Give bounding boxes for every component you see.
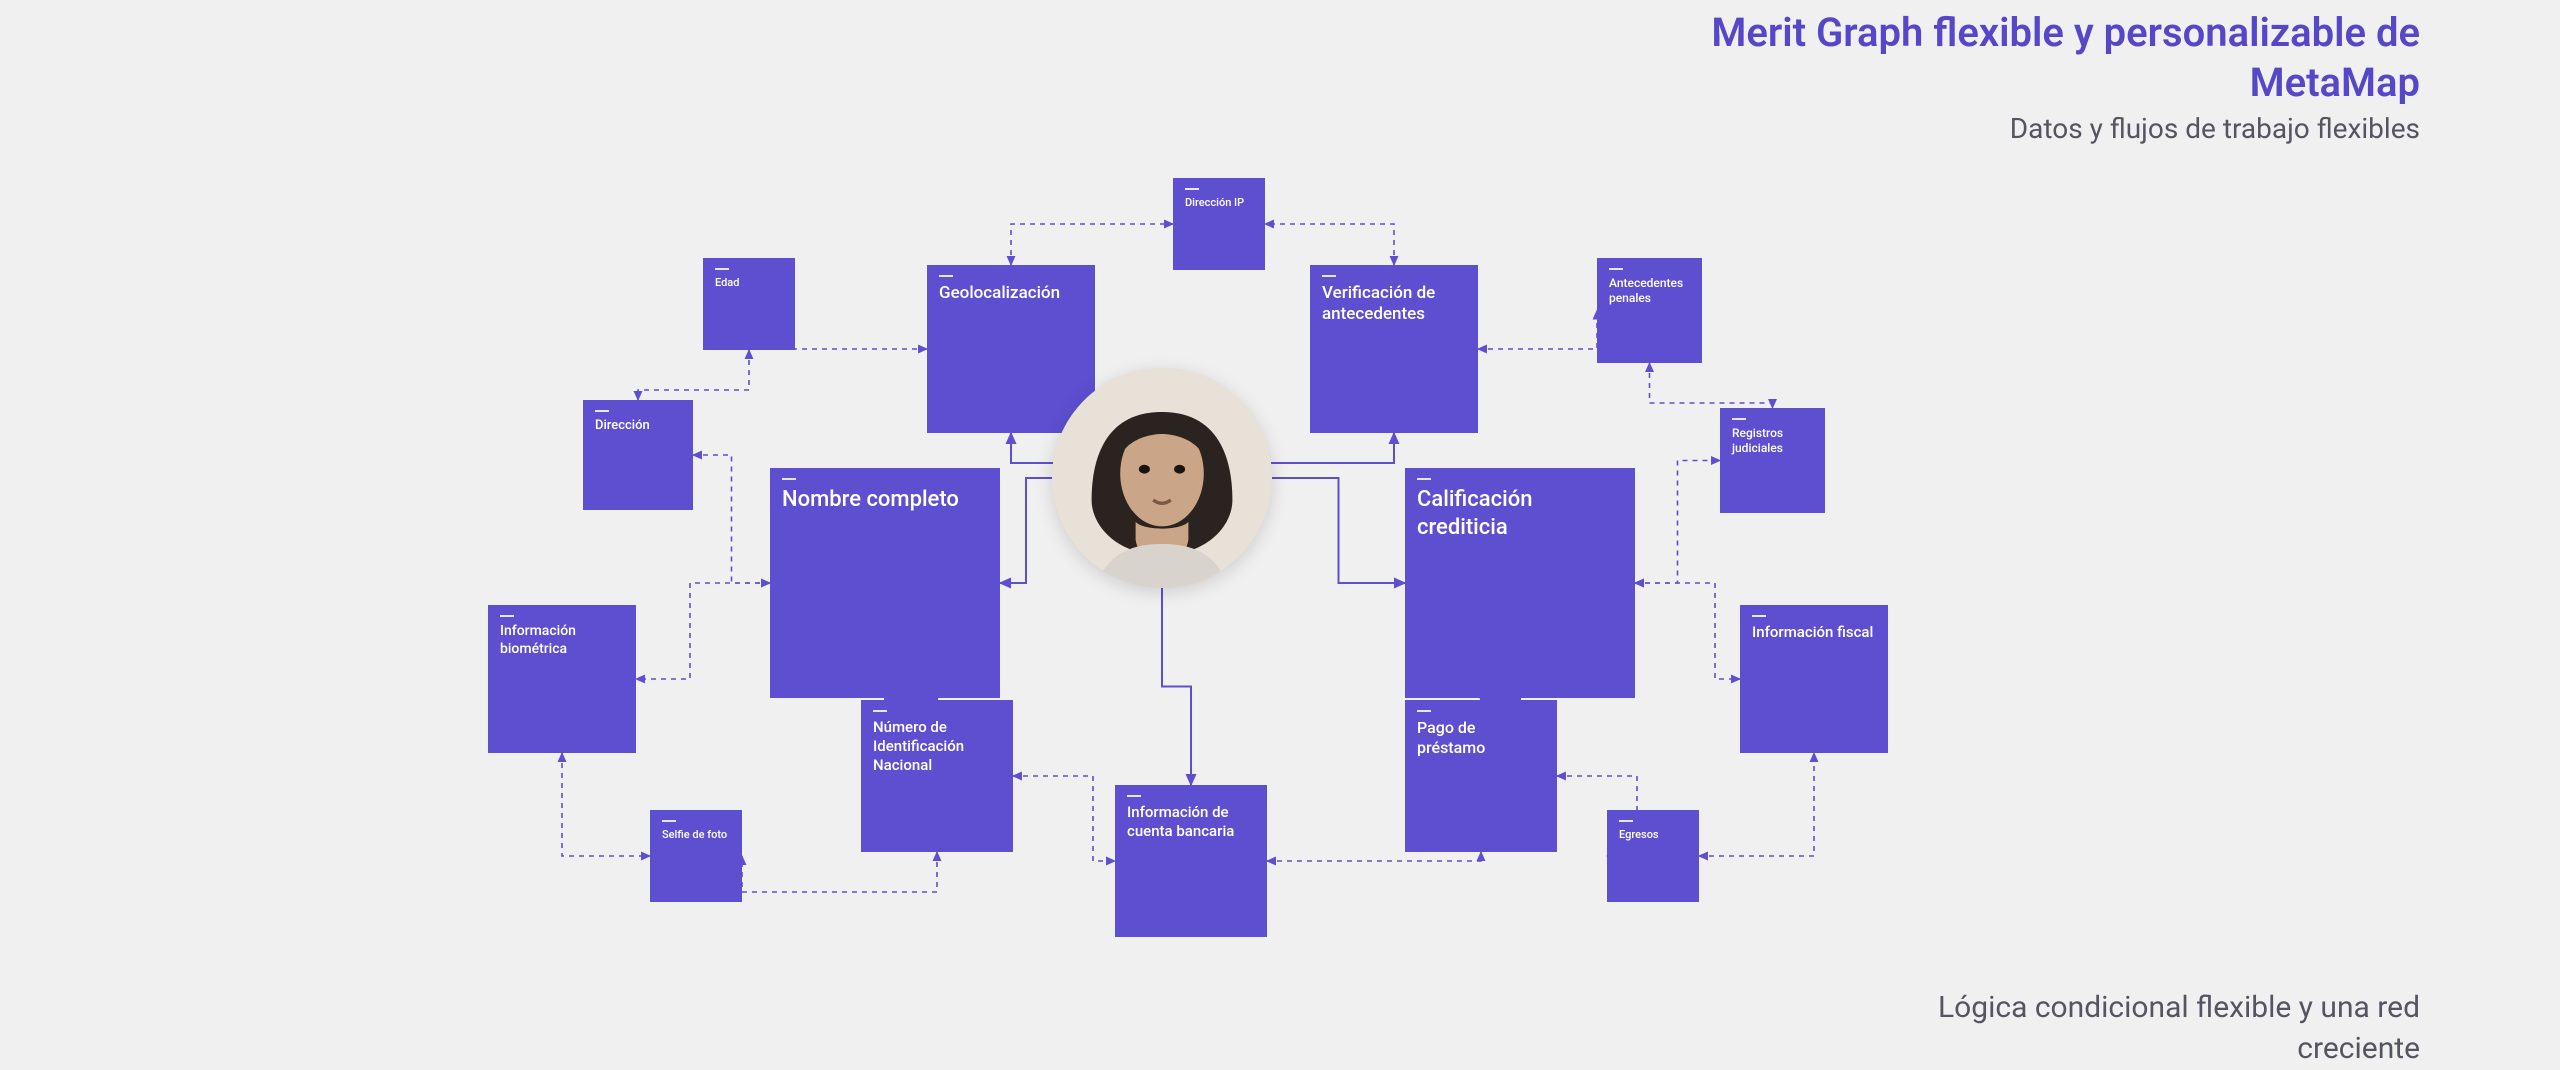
node-label: Dirección IP xyxy=(1185,196,1244,209)
node-nin: Número de Identificación Nacional xyxy=(861,700,1013,852)
avatar xyxy=(1052,368,1272,588)
node-dash xyxy=(782,478,796,480)
node-dash xyxy=(1732,418,1746,420)
node-dash xyxy=(1185,188,1199,190)
node-calificacion: Calificación crediticia xyxy=(1405,468,1635,698)
node-dash xyxy=(873,710,887,712)
node-label: Dirección xyxy=(595,418,650,433)
node-label: Geolocalización xyxy=(939,283,1060,303)
node-direccion: Dirección xyxy=(583,400,693,510)
node-geoloc: Geolocalización xyxy=(927,265,1095,433)
node-label: Calificación crediticia xyxy=(1417,487,1532,540)
node-label: Edad xyxy=(715,276,739,289)
node-dash xyxy=(1417,710,1431,712)
subhead: Datos y flujos de trabajo flexibles xyxy=(2010,112,2420,145)
node-fiscal: Información fiscal xyxy=(1740,605,1888,753)
node-label: Información de cuenta bancaria xyxy=(1127,803,1234,840)
node-dash xyxy=(939,275,953,277)
node-label: Selfie de foto xyxy=(662,828,727,841)
node-dash xyxy=(595,410,609,412)
headline: Merit Graph flexible y personalizable de… xyxy=(1700,8,2420,108)
node-label: Pago de préstamo xyxy=(1417,718,1485,757)
node-selfie: Selfie de foto xyxy=(650,810,742,902)
connectors-layer xyxy=(0,0,2560,1070)
node-dash xyxy=(1609,268,1623,270)
node-registros: Registros judiciales xyxy=(1720,408,1825,513)
node-dash xyxy=(1619,820,1633,822)
node-label: Egresos xyxy=(1619,828,1659,841)
node-label: Número de Identificación Nacional xyxy=(873,718,964,774)
node-nombre: Nombre completo xyxy=(770,468,1000,698)
node-ip: Dirección IP xyxy=(1173,178,1265,270)
node-verif: Verificación de antecedentes xyxy=(1310,265,1478,433)
node-label: Verificación de antecedentes xyxy=(1322,283,1435,324)
node-cuenta: Información de cuenta bancaria xyxy=(1115,785,1267,937)
node-label: Antecedentes penales xyxy=(1609,276,1683,305)
node-label: Información biométrica xyxy=(500,623,576,657)
node-dash xyxy=(1127,795,1141,797)
node-pago: Pago de préstamo xyxy=(1405,700,1557,852)
node-biometrica: Información biométrica xyxy=(488,605,636,753)
node-anteced: Antecedentes penales xyxy=(1597,258,1702,363)
node-dash xyxy=(1322,275,1336,277)
node-edad: Edad xyxy=(703,258,795,350)
node-dash xyxy=(1752,615,1766,617)
node-dash xyxy=(500,615,514,617)
node-label: Información fiscal xyxy=(1752,623,1873,641)
node-dash xyxy=(1417,478,1431,480)
node-egresos: Egresos xyxy=(1607,810,1699,902)
diagram-canvas: Nombre completo Calificación crediticia Ge… xyxy=(0,0,2560,1070)
node-dash xyxy=(662,820,676,822)
node-dash xyxy=(715,268,729,270)
node-label: Nombre completo xyxy=(782,487,959,512)
footer-text: Lógica condicional flexible y una red cr… xyxy=(1900,988,2420,1069)
node-label: Registros judiciales xyxy=(1732,426,1783,455)
